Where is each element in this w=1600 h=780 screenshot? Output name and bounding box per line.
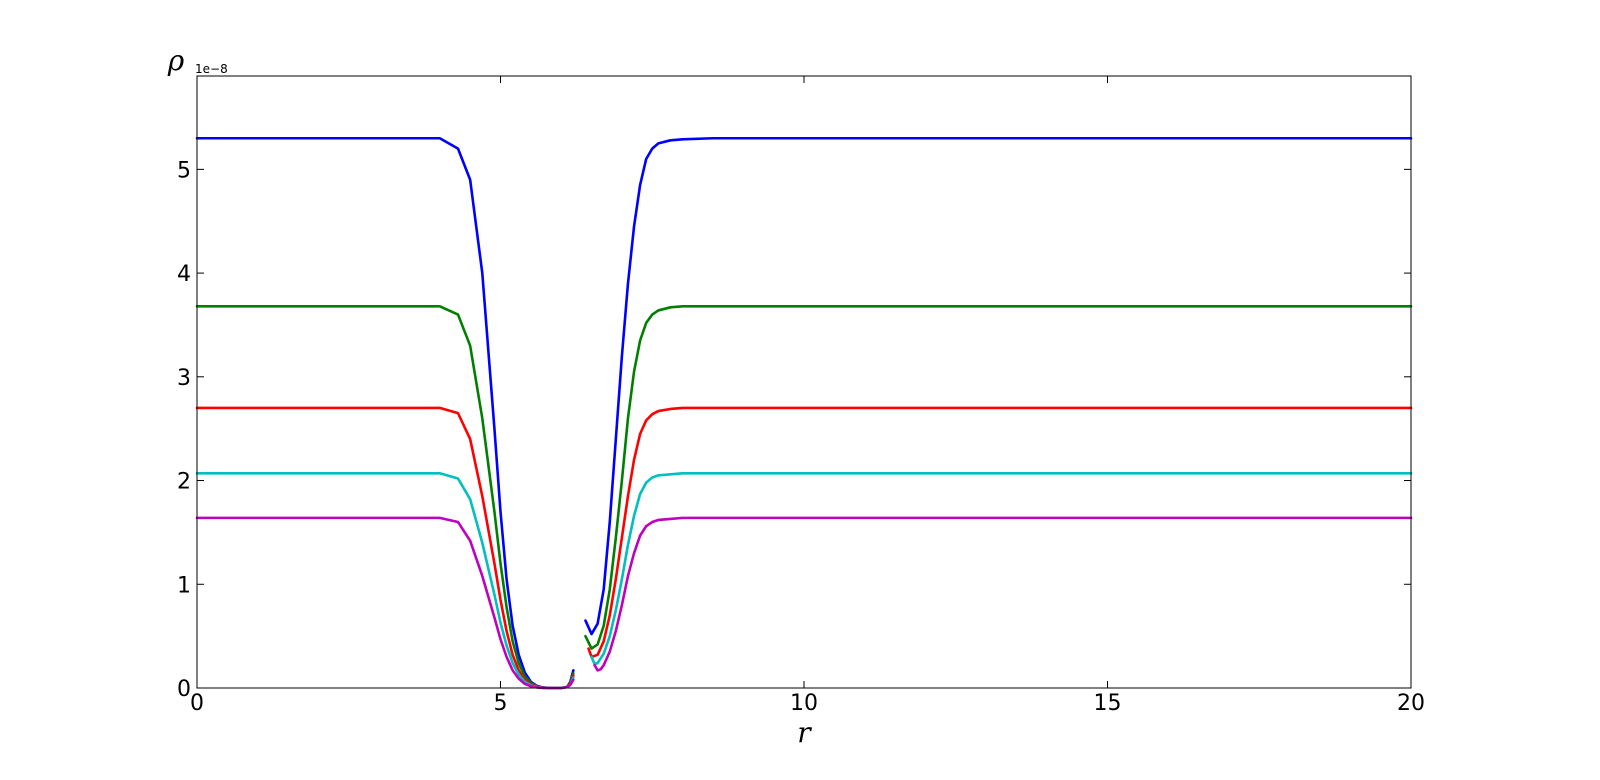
series-2-left-branch (195, 304, 575, 690)
x-tick-label: 0 (190, 691, 204, 716)
y-tick-label: 2 (177, 470, 191, 495)
y-tick-label: 3 (177, 366, 191, 391)
y-offset-label: 1e−8 (195, 62, 228, 76)
y-tick-label: 4 (177, 262, 191, 287)
tick-layer: 0 5 10 15 20 0 1 2 3 4 5 (177, 76, 1425, 716)
y-tick-label: 1 (177, 573, 191, 598)
series-1-left-branch (195, 136, 575, 690)
y-axis-label: ρ (167, 44, 185, 77)
series-2-right-branch (584, 304, 1413, 650)
x-tick-label: 5 (494, 691, 508, 716)
x-tick-label: 10 (790, 691, 818, 716)
y-tick-label: 0 (177, 677, 191, 702)
plot-frame (196, 75, 1412, 689)
y-tick-label: 5 (177, 158, 191, 183)
series-3-right-branch (587, 406, 1413, 659)
x-tick-label: 20 (1397, 691, 1425, 716)
series-layer (195, 136, 1413, 690)
series-1-right-branch (584, 136, 1413, 636)
x-tick-label: 15 (1094, 691, 1122, 716)
x-axis-label: r (797, 716, 812, 749)
series-4-right-branch (590, 471, 1413, 666)
series-5-right-branch (593, 516, 1413, 672)
